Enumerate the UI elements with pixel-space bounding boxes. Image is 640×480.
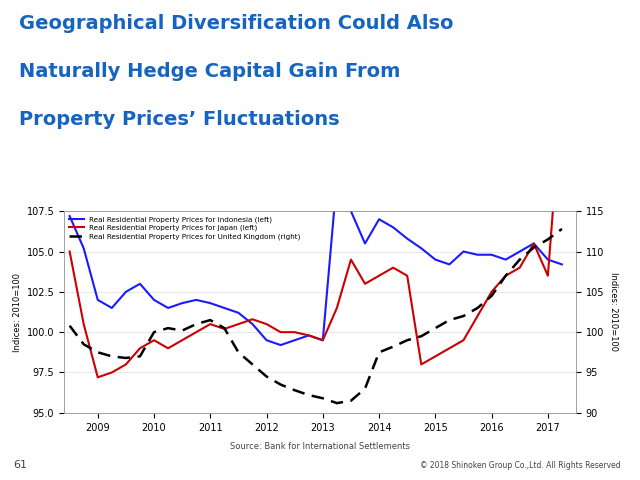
Text: 61: 61 [13,460,27,470]
Y-axis label: Indices: 2010=100: Indices: 2010=100 [13,273,22,351]
Text: © 2018 Shinoken Group Co.,Ltd. All Rights Reserved: © 2018 Shinoken Group Co.,Ltd. All Right… [420,461,621,470]
Text: Property Prices’ Fluctuations: Property Prices’ Fluctuations [19,110,340,130]
Text: Geographical Diversification Could Also: Geographical Diversification Could Also [19,14,454,34]
Y-axis label: Indices: 2010=100: Indices: 2010=100 [609,273,618,351]
Legend: Real Residential Property Prices for Indonesia (left), Real Residential Property: Real Residential Property Prices for Ind… [68,215,302,241]
Text: Naturally Hedge Capital Gain From: Naturally Hedge Capital Gain From [19,62,401,82]
Text: Source: Bank for International Settlements: Source: Bank for International Settlemen… [230,442,410,451]
